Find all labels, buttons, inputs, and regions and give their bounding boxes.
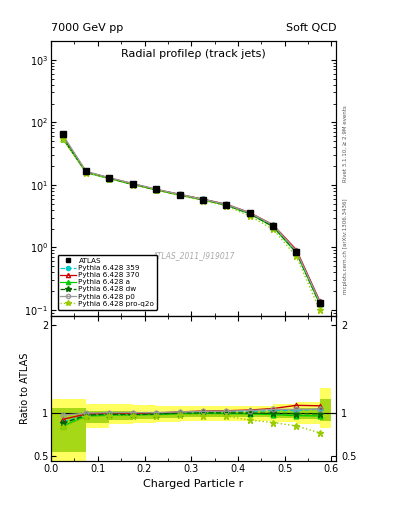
Pythia 6.428 359: [154, 186, 158, 193]
Line: Pythia 6.428 p0: Pythia 6.428 p0: [61, 133, 322, 304]
Pythia 6.428 a: [200, 197, 205, 203]
Pythia 6.428 359: [130, 181, 135, 187]
Pythia 6.428 pro-q2o: [61, 136, 65, 142]
Pythia 6.428 370: [154, 186, 158, 193]
Pythia 6.428 dw: [154, 187, 158, 193]
Pythia 6.428 359: [224, 201, 229, 207]
Text: mcplots.cern.ch [arXiv:1306.3436]: mcplots.cern.ch [arXiv:1306.3436]: [343, 198, 348, 293]
Text: 7000 GeV pp: 7000 GeV pp: [51, 23, 123, 33]
Pythia 6.428 359: [294, 248, 299, 254]
Pythia 6.428 p0: [200, 196, 205, 202]
Pythia 6.428 370: [130, 181, 135, 187]
Pythia 6.428 370: [224, 201, 229, 207]
Pythia 6.428 p0: [130, 180, 135, 186]
Pythia 6.428 p0: [317, 298, 322, 305]
Pythia 6.428 a: [130, 181, 135, 187]
Pythia 6.428 pro-q2o: [294, 253, 299, 260]
Line: Pythia 6.428 a: Pythia 6.428 a: [61, 136, 322, 306]
Pythia 6.428 359: [177, 191, 182, 198]
Pythia 6.428 p0: [61, 132, 65, 138]
Line: Pythia 6.428 dw: Pythia 6.428 dw: [60, 135, 323, 306]
Pythia 6.428 370: [107, 175, 112, 181]
Pythia 6.428 a: [271, 224, 275, 230]
Pythia 6.428 pro-q2o: [107, 176, 112, 182]
Pythia 6.428 pro-q2o: [317, 307, 322, 313]
Pythia 6.428 pro-q2o: [84, 169, 88, 176]
Pythia 6.428 p0: [271, 222, 275, 228]
Pythia 6.428 dw: [271, 223, 275, 229]
Text: Radial profileρ (track jets): Radial profileρ (track jets): [121, 49, 266, 59]
Pythia 6.428 p0: [84, 168, 88, 175]
Pythia 6.428 a: [317, 301, 322, 307]
Pythia 6.428 dw: [130, 181, 135, 187]
Pythia 6.428 pro-q2o: [130, 182, 135, 188]
Pythia 6.428 pro-q2o: [177, 193, 182, 199]
Pythia 6.428 dw: [61, 135, 65, 141]
Pythia 6.428 p0: [224, 201, 229, 207]
Pythia 6.428 pro-q2o: [154, 187, 158, 194]
Pythia 6.428 359: [84, 169, 88, 175]
Pythia 6.428 pro-q2o: [200, 198, 205, 204]
Pythia 6.428 370: [84, 168, 88, 175]
Pythia 6.428 a: [84, 169, 88, 176]
Pythia 6.428 dw: [200, 197, 205, 203]
Text: Soft QCD: Soft QCD: [286, 23, 336, 33]
Pythia 6.428 370: [61, 133, 65, 139]
Pythia 6.428 p0: [247, 210, 252, 216]
Line: Pythia 6.428 pro-q2o: Pythia 6.428 pro-q2o: [60, 136, 323, 313]
Pythia 6.428 dw: [294, 249, 299, 255]
Pythia 6.428 dw: [317, 300, 322, 306]
Pythia 6.428 370: [271, 222, 275, 228]
Pythia 6.428 370: [317, 298, 322, 304]
Pythia 6.428 p0: [294, 248, 299, 254]
Pythia 6.428 359: [271, 222, 275, 228]
Pythia 6.428 359: [247, 210, 252, 216]
Pythia 6.428 pro-q2o: [224, 203, 229, 209]
X-axis label: Charged Particle r: Charged Particle r: [143, 479, 244, 489]
Line: Pythia 6.428 359: Pythia 6.428 359: [61, 135, 322, 304]
Text: ATLAS_2011_I919017: ATLAS_2011_I919017: [152, 251, 235, 260]
Pythia 6.428 a: [247, 211, 252, 217]
Pythia 6.428 dw: [224, 202, 229, 208]
Pythia 6.428 359: [107, 175, 112, 181]
Pythia 6.428 dw: [247, 210, 252, 217]
Pythia 6.428 370: [247, 209, 252, 216]
Pythia 6.428 a: [61, 136, 65, 142]
Pythia 6.428 370: [200, 196, 205, 202]
Pythia 6.428 p0: [107, 175, 112, 181]
Pythia 6.428 p0: [154, 186, 158, 193]
Pythia 6.428 pro-q2o: [247, 213, 252, 219]
Pythia 6.428 a: [177, 192, 182, 198]
Pythia 6.428 dw: [177, 191, 182, 198]
Text: Rivet 3.1.10, ≥ 2.9M events: Rivet 3.1.10, ≥ 2.9M events: [343, 105, 348, 182]
Pythia 6.428 359: [200, 197, 205, 203]
Pythia 6.428 pro-q2o: [271, 226, 275, 232]
Pythia 6.428 a: [224, 202, 229, 208]
Pythia 6.428 a: [294, 250, 299, 256]
Legend: ATLAS, Pythia 6.428 359, Pythia 6.428 370, Pythia 6.428 a, Pythia 6.428 dw, Pyth: ATLAS, Pythia 6.428 359, Pythia 6.428 37…: [57, 255, 157, 310]
Pythia 6.428 370: [177, 191, 182, 198]
Pythia 6.428 dw: [107, 175, 112, 181]
Line: Pythia 6.428 370: Pythia 6.428 370: [61, 134, 322, 303]
Pythia 6.428 a: [154, 187, 158, 193]
Pythia 6.428 359: [61, 134, 65, 140]
Pythia 6.428 a: [107, 176, 112, 182]
Pythia 6.428 dw: [84, 169, 88, 175]
Pythia 6.428 370: [294, 247, 299, 253]
Y-axis label: Ratio to ATLAS: Ratio to ATLAS: [20, 353, 30, 424]
Pythia 6.428 p0: [177, 191, 182, 198]
Pythia 6.428 359: [317, 298, 322, 305]
